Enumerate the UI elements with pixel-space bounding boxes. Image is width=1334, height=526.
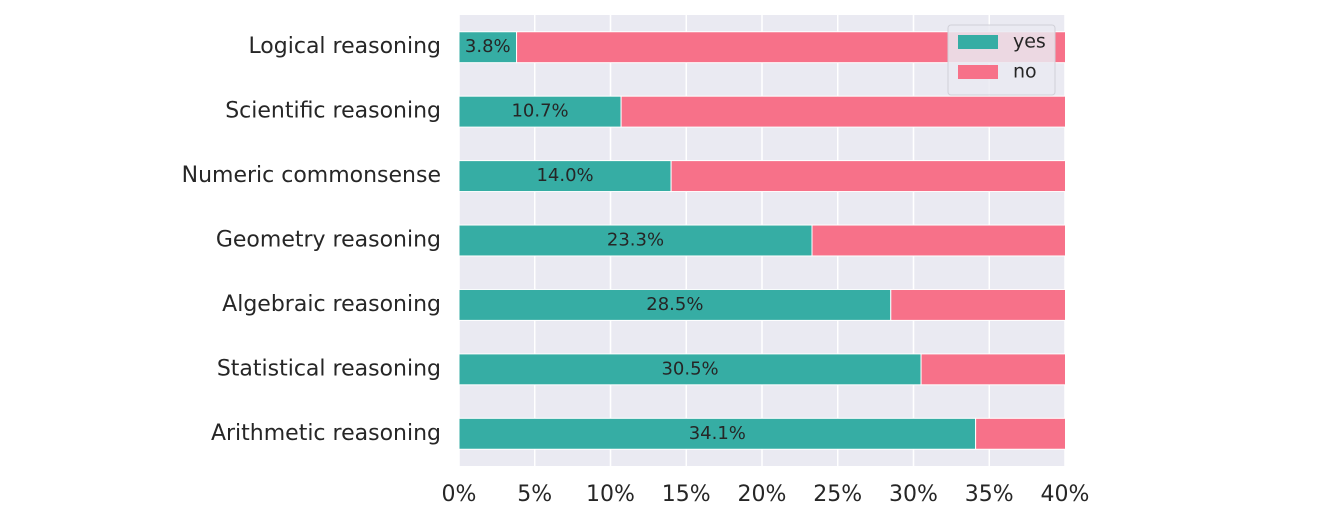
- y-tick-label: Geometry reasoning: [216, 228, 441, 253]
- bar-segment: [459, 224, 813, 257]
- y-tick-label: Numeric commonsense: [182, 163, 441, 188]
- x-tick-label: 0%: [442, 482, 477, 507]
- bar-segment: [459, 95, 622, 128]
- x-tick-label: 20%: [738, 482, 787, 507]
- bar-segment: [811, 224, 1065, 257]
- bar-segment: [890, 288, 1065, 321]
- value-label: 30.5%: [661, 358, 718, 379]
- bar-segment: [459, 31, 518, 64]
- y-tick-label: Logical reasoning: [248, 34, 441, 59]
- bar-segment: [459, 417, 977, 450]
- bar-segment: [670, 160, 1065, 193]
- value-label: 3.8%: [465, 36, 511, 57]
- x-tick-label: 15%: [662, 482, 711, 507]
- x-tick-label: 25%: [813, 482, 862, 507]
- value-label: 23.3%: [607, 230, 664, 251]
- legend-swatch: [958, 35, 998, 49]
- legend-swatch: [958, 65, 998, 79]
- y-tick-label: Algebraic reasoning: [222, 292, 441, 317]
- bar-segment: [975, 417, 1065, 450]
- labels: 0% 5% 10% 15% 20% 25% 30% 35% 40% Logical reasoni…: [182, 34, 1090, 507]
- value-label: 34.1%: [689, 423, 746, 444]
- bar-segment: [459, 353, 922, 386]
- value-label: 28.5%: [646, 294, 703, 315]
- bars: [459, 31, 1065, 450]
- x-tick-label: 40%: [1041, 482, 1090, 507]
- bar-segment: [516, 31, 1065, 64]
- x-tick-label: 10%: [586, 482, 635, 507]
- legend-label: no: [1013, 61, 1037, 83]
- bar-segment: [920, 353, 1065, 386]
- value-label: 14.0%: [536, 165, 593, 186]
- bar-segment: [620, 95, 1065, 128]
- y-tick-label: Statistical reasoning: [217, 356, 441, 381]
- legend: yes no: [947, 24, 1056, 96]
- x-tick-label: 30%: [889, 482, 938, 507]
- y-tick-label: Arithmetic reasoning: [211, 421, 441, 446]
- legend-label: yes: [1013, 31, 1046, 53]
- x-tick-label: 35%: [965, 482, 1014, 507]
- bar-segment: [459, 160, 672, 193]
- x-tick-label: 5%: [517, 482, 552, 507]
- y-tick-label: Scientific reasoning: [225, 99, 441, 124]
- value-label: 10.7%: [511, 101, 568, 122]
